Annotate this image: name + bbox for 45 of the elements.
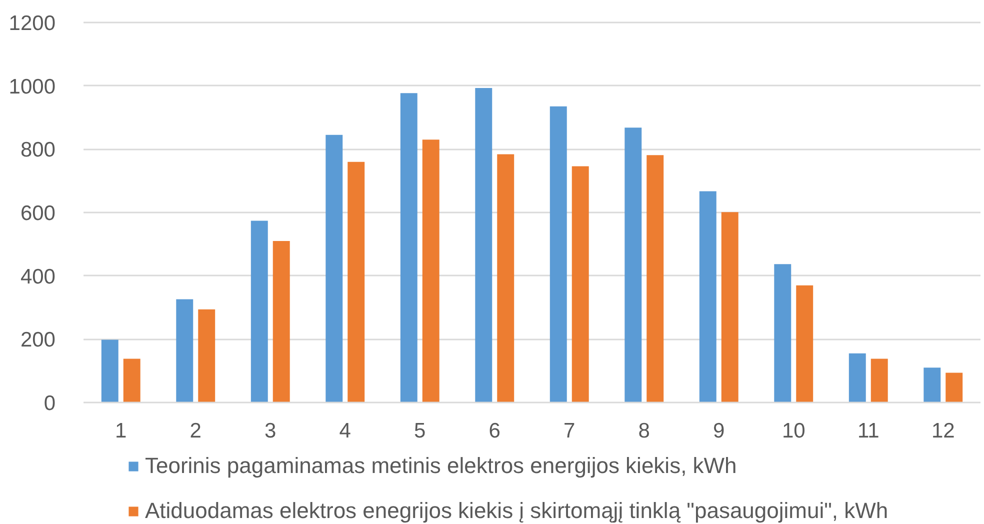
bar <box>699 191 716 402</box>
x-tick-label: 9 <box>713 420 725 442</box>
x-tick-label: 6 <box>488 420 500 442</box>
bar <box>848 353 866 402</box>
bar <box>123 358 140 402</box>
bar <box>272 241 290 402</box>
bar <box>176 299 194 402</box>
x-tick-label: 7 <box>564 420 576 442</box>
y-tick-label: 0 <box>44 392 56 415</box>
bar <box>946 372 963 402</box>
bar <box>572 166 589 402</box>
bar <box>422 140 440 402</box>
bar <box>198 309 216 402</box>
bar <box>348 162 365 402</box>
x-tick-label: 3 <box>264 420 276 442</box>
x-tick-label: 8 <box>638 420 650 442</box>
bar <box>475 88 492 402</box>
y-tick-label: 1000 <box>8 75 56 98</box>
bar <box>101 340 118 402</box>
x-tick-label: 12 <box>931 420 955 442</box>
y-tick-label: 400 <box>20 265 56 288</box>
y-tick-label: 600 <box>20 202 56 225</box>
bar <box>497 154 514 402</box>
legend-label: Atiduodamas elektros enegrijos kiekis į skirtomąjį tinklą "pasaugojimui", kWh <box>145 498 888 524</box>
legend-label: Teorinis pagaminamas metinis elektros energijos kiekis, kWh <box>145 453 737 479</box>
bar <box>646 155 664 402</box>
x-tick-label: 2 <box>190 420 202 442</box>
x-tick-label: 4 <box>339 420 352 442</box>
x-tick-label: 5 <box>414 420 426 442</box>
bar <box>624 128 642 402</box>
y-tick-label: 1200 <box>8 12 56 35</box>
bar <box>721 212 738 402</box>
bar <box>796 285 814 402</box>
bar <box>250 220 268 402</box>
bar <box>870 358 888 402</box>
x-tick-label: 10 <box>782 420 806 442</box>
y-tick-label: 800 <box>20 138 56 162</box>
bar <box>400 93 418 402</box>
bar <box>326 134 343 402</box>
x-tick-label: 11 <box>857 420 880 442</box>
bar <box>774 264 792 402</box>
bar <box>550 106 567 402</box>
y-tick-label: 200 <box>20 328 56 352</box>
bar <box>924 368 941 402</box>
x-tick-label: 1 <box>115 420 127 442</box>
